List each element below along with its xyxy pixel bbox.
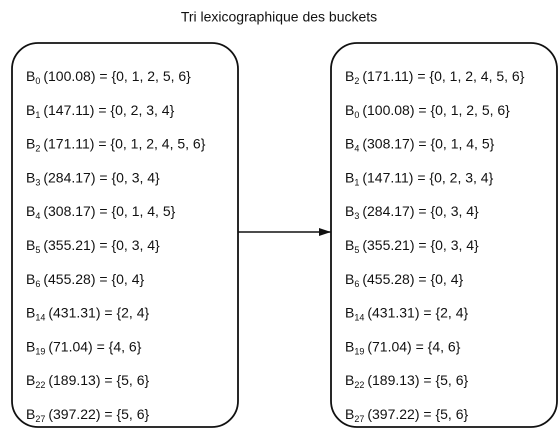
bucket-set: (397.22) = {5, 6} [48, 406, 149, 422]
bucket-name: B [345, 135, 354, 151]
bucket-entry: B27 (397.22) = {5, 6} [26, 406, 149, 425]
bucket-name: B [345, 338, 354, 354]
bucket-entry: B22 (189.13) = {5, 6} [26, 372, 149, 391]
bucket-entry: B0 (100.08) = {0, 1, 2, 5, 6} [26, 68, 191, 87]
bucket-set: (308.17) = {0, 1, 4, 5} [43, 203, 175, 219]
bucket-set: (189.13) = {5, 6} [367, 372, 468, 388]
bucket-index: 2 [35, 144, 40, 154]
bucket-name: B [345, 406, 354, 422]
bucket-entry: B14 (431.31) = {2, 4} [345, 304, 468, 323]
bucket-name: B [26, 372, 35, 388]
bucket-set: (147.11) = {0, 2, 3, 4} [43, 102, 174, 118]
bucket-index: 14 [35, 313, 45, 323]
bucket-name: B [345, 203, 354, 219]
bucket-set: (397.22) = {5, 6} [367, 406, 468, 422]
bucket-index: 3 [354, 212, 359, 222]
bucket-name: B [345, 169, 354, 185]
bucket-set: (189.13) = {5, 6} [48, 372, 149, 388]
bucket-entry: B6 (455.28) = {0, 4} [345, 271, 463, 290]
bucket-index: 0 [354, 110, 359, 120]
bucket-name: B [26, 169, 35, 185]
bucket-name: B [26, 68, 35, 84]
bucket-index: 1 [35, 110, 40, 120]
bucket-entry: B6 (455.28) = {0, 4} [26, 271, 144, 290]
bucket-index: 27 [354, 414, 364, 424]
bucket-entry: B27 (397.22) = {5, 6} [345, 406, 468, 425]
bucket-set: (431.31) = {2, 4} [48, 304, 149, 320]
bucket-entry: B2 (171.11) = {0, 1, 2, 4, 5, 6} [26, 135, 206, 154]
bucket-set: (431.31) = {2, 4} [367, 304, 468, 320]
bucket-set: (147.11) = {0, 2, 3, 4} [362, 169, 493, 185]
bucket-entry: B1 (147.11) = {0, 2, 3, 4} [345, 169, 494, 188]
bucket-entry: B14 (431.31) = {2, 4} [26, 304, 149, 323]
bucket-set: (100.08) = {0, 1, 2, 5, 6} [362, 102, 510, 118]
bucket-name: B [26, 237, 35, 253]
bucket-index: 6 [35, 279, 40, 289]
bucket-entry: B3 (284.17) = {0, 3, 4} [26, 169, 160, 188]
bucket-entry: B2 (171.11) = {0, 1, 2, 4, 5, 6} [345, 68, 525, 87]
bucket-set: (284.17) = {0, 3, 4} [43, 169, 160, 185]
bucket-entry: B4 (308.17) = {0, 1, 4, 5} [26, 203, 176, 222]
bucket-index: 6 [354, 279, 359, 289]
bucket-index: 4 [35, 212, 40, 222]
bucket-entry: B1 (147.11) = {0, 2, 3, 4} [26, 102, 175, 121]
bucket-set: (455.28) = {0, 4} [362, 271, 463, 287]
bucket-name: B [345, 68, 354, 84]
bucket-index: 19 [354, 347, 364, 357]
bucket-entry: B5 (355.21) = {0, 3, 4} [26, 237, 160, 256]
bucket-name: B [345, 102, 354, 118]
bucket-index: 27 [35, 414, 45, 424]
bucket-entry: B5 (355.21) = {0, 3, 4} [345, 237, 479, 256]
bucket-set: (355.21) = {0, 3, 4} [43, 237, 160, 253]
bucket-set: (308.17) = {0, 1, 4, 5} [362, 135, 494, 151]
bucket-name: B [26, 203, 35, 219]
bucket-entry: B19 (71.04) = {4, 6} [26, 338, 142, 357]
bucket-set: (455.28) = {0, 4} [43, 271, 144, 287]
bucket-set: (71.04) = {4, 6} [367, 338, 460, 354]
bucket-name: B [345, 271, 354, 287]
bucket-set: (171.11) = {0, 1, 2, 4, 5, 6} [362, 68, 524, 84]
bucket-set: (355.21) = {0, 3, 4} [362, 237, 479, 253]
bucket-index: 4 [354, 144, 359, 154]
left-box [11, 42, 239, 428]
bucket-index: 1 [354, 178, 359, 188]
bucket-name: B [26, 304, 35, 320]
bucket-index: 5 [354, 245, 359, 255]
bucket-set: (171.11) = {0, 1, 2, 4, 5, 6} [43, 135, 205, 151]
bucket-index: 22 [35, 381, 45, 391]
bucket-set: (71.04) = {4, 6} [48, 338, 141, 354]
bucket-index: 5 [35, 245, 40, 255]
bucket-name: B [26, 406, 35, 422]
bucket-entry: B19 (71.04) = {4, 6} [345, 338, 461, 357]
bucket-name: B [345, 237, 354, 253]
bucket-entry: B4 (308.17) = {0, 1, 4, 5} [345, 135, 495, 154]
title: Tri lexicographique des buckets [181, 9, 377, 25]
bucket-set: (284.17) = {0, 3, 4} [362, 203, 479, 219]
bucket-index: 3 [35, 178, 40, 188]
bucket-entry: B3 (284.17) = {0, 3, 4} [345, 203, 479, 222]
right-box [330, 42, 558, 428]
bucket-name: B [26, 271, 35, 287]
bucket-set: (100.08) = {0, 1, 2, 5, 6} [43, 68, 191, 84]
bucket-name: B [345, 372, 354, 388]
bucket-index: 19 [35, 347, 45, 357]
bucket-name: B [26, 102, 35, 118]
bucket-name: B [26, 135, 35, 151]
bucket-name: B [345, 304, 354, 320]
bucket-index: 2 [354, 76, 359, 86]
bucket-index: 22 [354, 381, 364, 391]
bucket-entry: B0 (100.08) = {0, 1, 2, 5, 6} [345, 102, 510, 121]
bucket-index: 14 [354, 313, 364, 323]
bucket-entry: B22 (189.13) = {5, 6} [345, 372, 468, 391]
bucket-index: 0 [35, 76, 40, 86]
bucket-name: B [26, 338, 35, 354]
